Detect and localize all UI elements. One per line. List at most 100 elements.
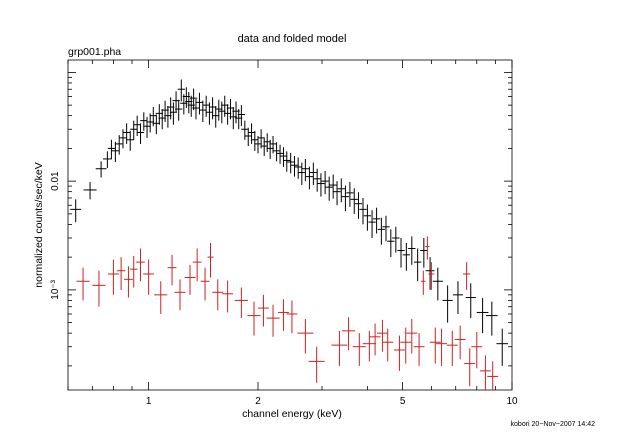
data-point <box>202 95 210 117</box>
data-point <box>331 330 348 366</box>
data-point <box>421 270 426 295</box>
data-point <box>337 178 345 203</box>
data-point <box>454 325 466 360</box>
data-point <box>462 262 471 290</box>
data-point <box>278 299 289 331</box>
data-point <box>406 318 418 354</box>
data-point <box>199 100 207 122</box>
data-point <box>496 328 509 366</box>
data-point <box>212 279 224 311</box>
data-point <box>283 151 291 172</box>
data-point <box>143 116 151 138</box>
data-point <box>382 215 390 242</box>
data-point <box>241 120 249 140</box>
series-1 <box>70 79 509 366</box>
data-point <box>177 79 185 102</box>
data-point <box>400 327 412 364</box>
data-point <box>308 346 325 383</box>
data-point <box>130 120 138 140</box>
data-point <box>215 99 223 121</box>
data-point <box>350 188 358 214</box>
data-point <box>297 318 314 354</box>
data-point <box>329 174 337 199</box>
data-point <box>392 226 400 253</box>
data-point <box>309 162 317 186</box>
data-point <box>130 255 138 288</box>
data-point <box>251 130 259 151</box>
data-point <box>487 361 499 390</box>
data-point <box>333 181 341 206</box>
data-point <box>425 236 430 260</box>
data-point <box>382 328 394 362</box>
data-point <box>70 199 82 223</box>
data-point <box>464 348 476 387</box>
data-point <box>152 114 160 135</box>
data-point <box>205 102 214 125</box>
data-point <box>363 204 372 231</box>
data-point <box>175 99 183 121</box>
data-point <box>254 136 262 154</box>
data-point <box>352 333 366 366</box>
data-point <box>192 248 202 282</box>
data-point <box>321 170 329 195</box>
data-point <box>237 105 246 127</box>
x-tick-label: 1 <box>146 396 152 407</box>
data-point <box>429 327 441 364</box>
x-tick-label: 2 <box>255 396 261 407</box>
data-point <box>154 281 168 314</box>
data-point <box>260 137 268 157</box>
footer-stamp: kobori 20−Nov−2007 14:42 <box>511 421 596 428</box>
data-point <box>207 242 214 278</box>
data-point <box>167 254 177 286</box>
data-point <box>305 166 314 190</box>
data-point <box>136 123 145 144</box>
data-point <box>393 335 405 371</box>
data-point <box>432 267 443 301</box>
data-point <box>325 176 333 201</box>
data-point <box>317 173 325 197</box>
data-point <box>397 237 405 268</box>
x-axis-label: channel energy (keV) <box>242 408 342 420</box>
data-point <box>471 331 483 369</box>
data-point <box>257 294 269 327</box>
data-point <box>266 304 280 337</box>
data-point <box>301 158 310 182</box>
chart-title: data and folded model <box>238 33 347 45</box>
y-axis: 0.01 10⁻³ <box>50 71 512 367</box>
data-point <box>354 192 363 219</box>
data-point <box>377 217 385 245</box>
y-tick-label: 10⁻³ <box>50 279 61 299</box>
data-point <box>452 281 464 314</box>
data-point <box>413 333 425 366</box>
data-point <box>414 248 422 282</box>
data-point <box>446 330 458 366</box>
series-2 <box>76 236 499 390</box>
data-point <box>263 133 271 153</box>
data-point <box>95 161 107 178</box>
data-point <box>372 207 381 234</box>
data-point <box>140 112 148 131</box>
chart-subtitle: grp001.pha <box>68 46 121 58</box>
data-point <box>247 123 256 144</box>
data-point <box>107 139 116 159</box>
data-point <box>155 104 163 125</box>
data-point <box>123 123 131 144</box>
data-point <box>119 129 127 149</box>
data-point <box>476 298 489 334</box>
data-point <box>346 182 354 207</box>
data-point <box>76 267 90 301</box>
data-point <box>479 355 491 390</box>
data-point <box>136 248 145 282</box>
data-point <box>111 141 119 162</box>
data-point <box>212 106 220 128</box>
data-point <box>402 242 410 271</box>
data-point <box>103 151 112 169</box>
data-point <box>272 142 281 162</box>
data-point <box>83 182 97 200</box>
data-point <box>279 147 288 167</box>
data-point <box>276 144 284 164</box>
data-point <box>174 279 186 311</box>
plot-frame <box>67 59 513 391</box>
data-point <box>116 257 126 290</box>
data-point <box>387 229 395 258</box>
